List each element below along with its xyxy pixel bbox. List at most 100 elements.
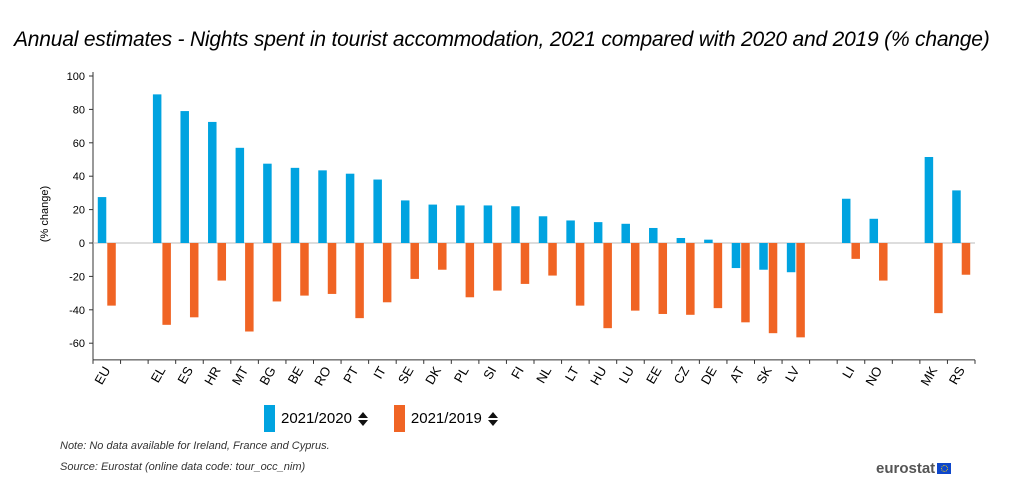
- bar-HU-2021-2020[interactable]: [593, 222, 603, 243]
- bar-chart: 100 80 60 40 20 0 -20 -40 -60 EU EL ES HR MT BG BE RO PT…: [39, 71, 976, 389]
- x-tick-label: NL: [533, 364, 554, 386]
- bar-SE-2021-2019[interactable]: [410, 243, 419, 279]
- bar-NL-2021-2019[interactable]: [548, 243, 557, 276]
- bar-DE-2021-2019[interactable]: [713, 243, 723, 309]
- bar-LV-2021-2020[interactable]: [786, 243, 796, 273]
- bar-NO-2021-2020[interactable]: [869, 218, 879, 243]
- bar-ES-2021-2020[interactable]: [180, 111, 189, 243]
- bar-SK-2021-2020[interactable]: [759, 243, 768, 270]
- x-tick-label: IT: [370, 364, 389, 382]
- eurostat-logo: eurostat: [876, 460, 952, 477]
- bar-MT-2021-2020[interactable]: [235, 147, 245, 243]
- bar-RO-2021-2020[interactable]: [318, 170, 327, 243]
- bar-MK-2021-2019[interactable]: [934, 243, 943, 314]
- legend-label-2021-2020: 2021/2020: [281, 410, 352, 427]
- bar-LV-2021-2019[interactable]: [796, 243, 805, 338]
- x-tick-label: EU: [91, 364, 113, 387]
- bar-AT-2021-2019[interactable]: [741, 243, 750, 323]
- bar-BG-2021-2020[interactable]: [263, 163, 272, 243]
- legend-label-2021-2019: 2021/2019: [410, 410, 482, 427]
- y-tick-label: 0: [79, 238, 85, 250]
- bar-NL-2021-2020[interactable]: [538, 216, 548, 243]
- bar-RO-2021-2019[interactable]: [327, 243, 337, 294]
- y-axis-label: (% change): [39, 186, 51, 242]
- bar-PT-2021-2019[interactable]: [355, 243, 364, 319]
- bar-CZ-2021-2020[interactable]: [676, 237, 686, 243]
- bar-NO-2021-2019[interactable]: [879, 243, 888, 281]
- bar-SE-2021-2020[interactable]: [400, 200, 410, 243]
- bar-EE-2021-2019[interactable]: [658, 243, 668, 314]
- legend-swatch-2021-2020: [264, 405, 275, 432]
- bar-RS-2021-2020[interactable]: [952, 190, 961, 243]
- y-tick-label: 20: [73, 205, 85, 217]
- y-axis: 100 80 60 40 20 0 -20 -40 -60: [67, 71, 975, 361]
- chart-title: Annual estimates - Nights spent in touri…: [14, 28, 990, 51]
- logo-text: eurostat: [876, 460, 936, 477]
- y-tick-label: -40: [69, 305, 85, 317]
- x-tick-label: SE: [395, 364, 417, 387]
- bar-EE-2021-2020[interactable]: [649, 227, 658, 243]
- bar-HU-2021-2019[interactable]: [603, 243, 612, 329]
- sort-icon[interactable]: [487, 411, 498, 426]
- bar-EU-2021-2020[interactable]: [97, 197, 107, 243]
- x-tick-label: RO: [311, 364, 334, 388]
- legend-swatch-2021-2019: [393, 405, 405, 432]
- bar-PL-2021-2019[interactable]: [465, 243, 475, 298]
- chart-source: Source: Eurostat (online data code: tour…: [60, 461, 306, 473]
- bar-DK-2021-2019[interactable]: [438, 243, 447, 270]
- bar-HR-2021-2019[interactable]: [217, 243, 227, 281]
- bar-CZ-2021-2019[interactable]: [686, 243, 695, 315]
- x-tick-label: RS: [946, 364, 968, 387]
- bar-LT-2021-2020[interactable]: [566, 220, 575, 243]
- bar-IT-2021-2019[interactable]: [382, 243, 392, 303]
- bar-AT-2021-2020[interactable]: [731, 243, 741, 269]
- x-tick-label: PT: [340, 364, 361, 386]
- legend-item-2021-2020[interactable]: 2021/2020: [264, 405, 368, 432]
- x-tick-label: PL: [451, 364, 472, 385]
- x-tick-label: BG: [256, 364, 278, 388]
- bar-FI-2021-2019[interactable]: [520, 243, 530, 284]
- x-tick-label: SI: [480, 364, 499, 382]
- legend: 2021/2020 2021/2019: [264, 405, 524, 432]
- bar-EL-2021-2020[interactable]: [152, 94, 162, 244]
- bar-SK-2021-2019[interactable]: [768, 243, 778, 334]
- bar-ES-2021-2019[interactable]: [189, 243, 199, 318]
- bar-MK-2021-2020[interactable]: [924, 156, 934, 243]
- bar-BG-2021-2019[interactable]: [272, 243, 282, 302]
- bar-BE-2021-2019[interactable]: [300, 243, 309, 296]
- x-tick-label: ES: [174, 364, 196, 387]
- x-tick-label: SK: [753, 364, 775, 387]
- x-tick-label: DK: [422, 364, 444, 387]
- x-axis: EU EL ES HR MT BG BE RO PT IT SE DK PL SI FI NL LT HU LU EE…: [91, 359, 976, 389]
- legend-item-2021-2019[interactable]: 2021/2019: [393, 405, 498, 432]
- bar-LI-2021-2020[interactable]: [841, 198, 851, 243]
- x-tick-label: CZ: [671, 364, 693, 387]
- bar-DE-2021-2020[interactable]: [704, 239, 713, 243]
- bar-MT-2021-2019[interactable]: [245, 243, 254, 332]
- bar-LT-2021-2019[interactable]: [575, 243, 585, 306]
- bar-RS-2021-2019[interactable]: [961, 243, 971, 275]
- x-tick-label: LU: [616, 364, 637, 386]
- bar-SI-2021-2020[interactable]: [483, 205, 493, 243]
- x-tick-label: MK: [918, 364, 941, 389]
- bar-DK-2021-2020[interactable]: [428, 204, 438, 243]
- bar-BE-2021-2020[interactable]: [290, 167, 300, 243]
- bar-SI-2021-2019[interactable]: [493, 243, 502, 291]
- bar-LI-2021-2019[interactable]: [851, 243, 860, 259]
- bar-LU-2021-2020[interactable]: [621, 223, 630, 243]
- bars: [97, 94, 971, 338]
- y-tick-label: 40: [73, 171, 85, 183]
- x-tick-label: EL: [148, 364, 169, 385]
- sort-icon[interactable]: [357, 411, 368, 426]
- bar-FI-2021-2020[interactable]: [511, 206, 520, 243]
- y-tick-label: 60: [73, 138, 85, 150]
- x-tick-label: HU: [587, 364, 609, 388]
- bar-EU-2021-2019[interactable]: [107, 243, 116, 306]
- bar-PL-2021-2020[interactable]: [456, 205, 465, 243]
- bar-PT-2021-2020[interactable]: [345, 173, 355, 243]
- bar-IT-2021-2020[interactable]: [373, 179, 382, 243]
- bar-EL-2021-2019[interactable]: [162, 243, 171, 325]
- bar-LU-2021-2019[interactable]: [630, 243, 640, 311]
- bar-HR-2021-2020[interactable]: [208, 121, 217, 243]
- y-tick-label: 80: [73, 104, 85, 116]
